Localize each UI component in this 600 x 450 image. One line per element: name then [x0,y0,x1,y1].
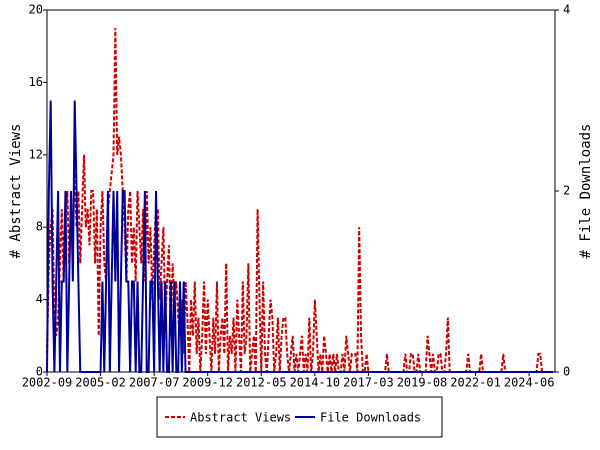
y2-axis-label: # File Downloads [578,124,594,259]
x-tick-label: 2007-07 [129,376,180,390]
y-tick-label: 12 [29,147,43,161]
legend-box [156,396,443,438]
y-axis-label: # Abstract Views [8,124,24,259]
x-tick-label: 2012-05 [236,376,287,390]
x-tick-label: 2002-09 [22,376,73,390]
legend-label: Abstract Views [190,411,291,425]
legend-label: File Downloads [320,411,421,425]
y-tick-label: 0 [36,365,43,379]
x-tick-label: 2009-12 [182,376,233,390]
x-tick-label: 2019-08 [397,376,448,390]
y-tick-label: 4 [36,292,43,306]
y2-tick-label: 4 [563,3,570,17]
x-tick-label: 2005-02 [75,376,126,390]
series-line [46,28,554,373]
y2-tick-label: 2 [563,184,570,198]
x-tick-label: 2024-06 [504,376,555,390]
y-tick-label: 8 [36,220,43,234]
x-tick-label: 2022-01 [450,376,501,390]
series-line [46,100,554,373]
x-tick-label: 2014-10 [290,376,341,390]
y2-tick-label: 0 [563,365,570,379]
y-tick-label: 20 [29,3,43,17]
x-tick-label: 2017-03 [343,376,394,390]
y-tick-label: 16 [29,75,43,89]
